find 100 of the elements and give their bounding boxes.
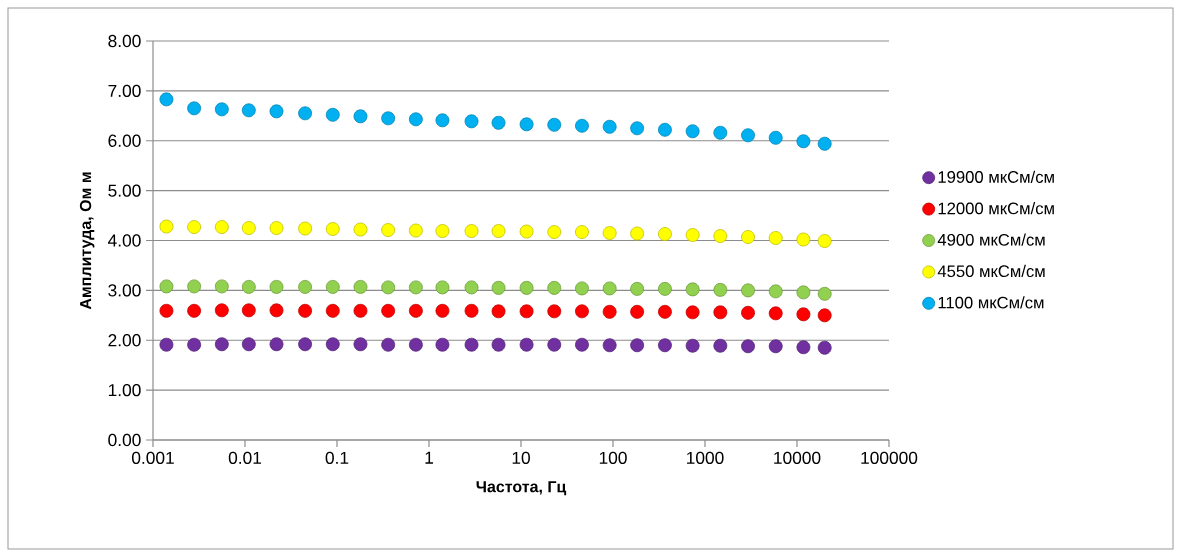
point xyxy=(187,279,202,294)
point xyxy=(325,337,340,352)
point xyxy=(408,280,423,295)
point xyxy=(685,282,700,297)
point xyxy=(241,337,256,352)
point xyxy=(187,337,202,352)
point xyxy=(685,228,700,242)
point xyxy=(658,281,672,296)
point xyxy=(796,285,811,300)
x-tick-label: 100000 xyxy=(861,451,918,464)
point xyxy=(519,280,534,295)
x-tick-label: 0.1 xyxy=(325,451,349,464)
point xyxy=(269,104,284,119)
x-tick-label: 0.01 xyxy=(228,451,262,464)
point xyxy=(159,92,174,107)
legend-label: 1100 мкСм/см xyxy=(938,296,1044,309)
point xyxy=(685,124,700,139)
point xyxy=(741,305,755,320)
point xyxy=(630,121,645,136)
point xyxy=(575,118,589,133)
point xyxy=(630,338,645,353)
point xyxy=(464,280,479,295)
point xyxy=(241,103,256,118)
y-tick-label: 1.00 xyxy=(108,383,141,397)
point xyxy=(325,222,340,236)
y-axis-title: Амплитуда, Ом м xyxy=(79,172,95,310)
point xyxy=(741,128,755,143)
y-tick-label: 0.00 xyxy=(108,433,141,447)
point xyxy=(381,223,396,237)
point xyxy=(713,282,728,297)
point xyxy=(353,303,368,318)
x-tick-label: 1000 xyxy=(687,451,724,464)
point xyxy=(435,303,450,318)
point xyxy=(519,224,534,239)
point xyxy=(575,337,589,352)
point xyxy=(187,220,202,234)
point xyxy=(796,307,811,322)
point xyxy=(325,107,340,122)
point xyxy=(269,303,284,318)
point xyxy=(353,279,368,294)
legend-label: 4550 мкСм/см xyxy=(937,264,1045,278)
y-tick-label: 3.00 xyxy=(108,284,141,297)
x-tick-label: 10 xyxy=(512,451,530,464)
point xyxy=(214,337,229,352)
point xyxy=(298,106,312,121)
x-tick-label: 100 xyxy=(599,451,627,464)
point xyxy=(381,337,396,352)
point xyxy=(768,231,783,245)
point xyxy=(602,119,617,134)
y-tick-label: 6.00 xyxy=(108,134,141,147)
point xyxy=(353,222,368,237)
point xyxy=(519,337,534,352)
point xyxy=(464,114,479,129)
point xyxy=(796,232,811,247)
point xyxy=(187,101,202,116)
point xyxy=(685,305,700,320)
point xyxy=(768,339,783,354)
point xyxy=(658,122,672,137)
y-tick-label: 7.00 xyxy=(108,84,141,98)
y-tick-label: 2.00 xyxy=(108,334,141,347)
point xyxy=(602,226,617,240)
point xyxy=(381,280,396,295)
legend-label: 19900 мкСм/см xyxy=(938,170,1054,183)
point xyxy=(298,303,312,318)
point xyxy=(741,283,755,298)
point xyxy=(547,337,562,352)
point xyxy=(741,339,755,354)
point xyxy=(575,225,589,239)
point xyxy=(575,281,589,296)
point xyxy=(491,115,506,130)
point xyxy=(768,130,783,145)
point xyxy=(325,279,340,294)
point xyxy=(547,225,562,239)
point xyxy=(214,279,229,294)
point xyxy=(435,337,450,352)
point xyxy=(658,304,672,319)
point xyxy=(519,304,534,319)
point xyxy=(547,280,562,295)
point xyxy=(575,304,589,319)
point xyxy=(241,221,256,235)
point xyxy=(796,134,811,149)
point xyxy=(435,280,450,295)
point xyxy=(408,112,423,127)
point xyxy=(602,304,617,319)
y-tick-label: 5.00 xyxy=(108,184,141,197)
point xyxy=(269,221,284,235)
point xyxy=(658,227,672,241)
point xyxy=(381,303,396,318)
point xyxy=(214,303,229,318)
point xyxy=(491,280,506,295)
point xyxy=(241,303,256,318)
point xyxy=(741,230,755,244)
point xyxy=(519,117,534,132)
point xyxy=(464,337,479,352)
point xyxy=(187,303,202,318)
x-tick-label: 0.001 xyxy=(131,451,174,464)
point xyxy=(298,279,312,294)
point xyxy=(547,304,562,319)
point xyxy=(298,337,312,352)
point xyxy=(491,224,506,238)
